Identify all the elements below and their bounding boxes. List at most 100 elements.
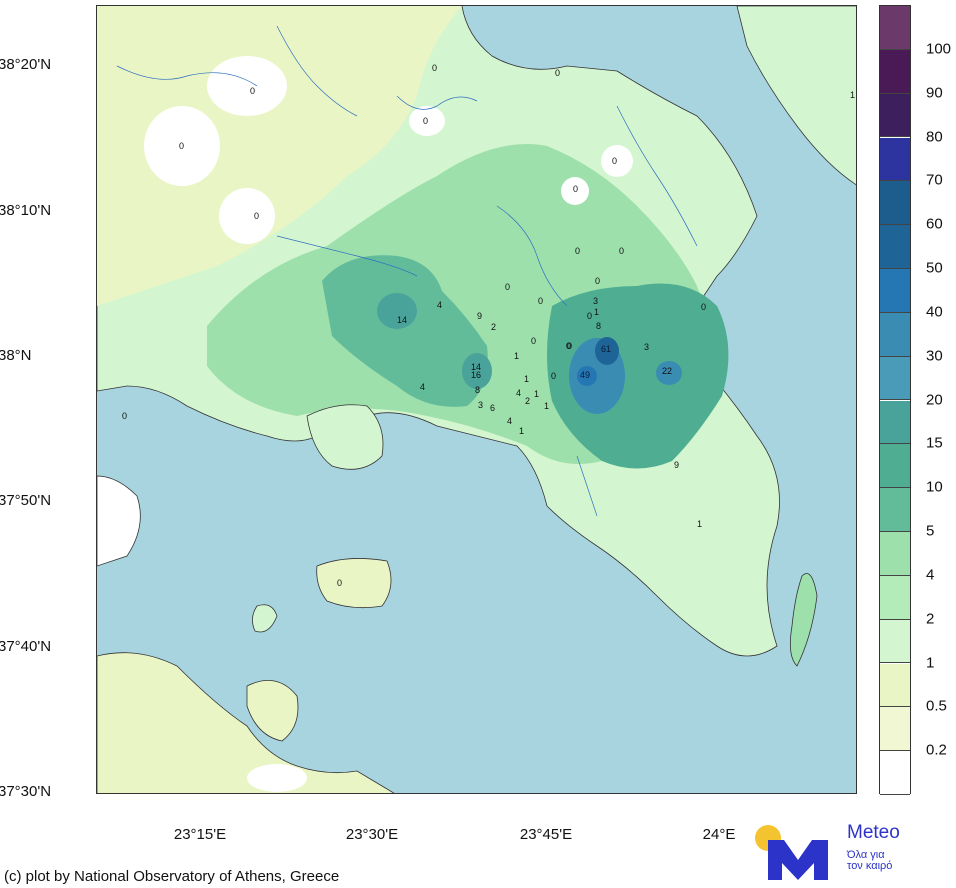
colorbar-label: 50: [926, 259, 943, 277]
station-value: 14: [471, 362, 482, 372]
island-salamina: [306, 404, 384, 470]
station-value: 0: [179, 141, 185, 151]
station-value: 0: [531, 336, 537, 346]
lat-label: 37°40'N: [0, 638, 52, 655]
colorbar-label: 30: [926, 347, 943, 365]
station-value: 0: [551, 371, 557, 381]
meteo-logo: Meteo Όλα για τον καιρό: [752, 818, 952, 880]
lat-label: 38°20'N: [0, 56, 52, 73]
station-value: 4: [420, 382, 426, 392]
station-value: 8: [475, 385, 481, 395]
station-value: 0: [505, 282, 511, 292]
logo-slogan: Όλα για τον καιρό: [847, 850, 907, 872]
zone-14-west: [377, 293, 417, 329]
station-value: 2: [525, 396, 531, 406]
land-west: [97, 475, 141, 567]
station-value: 49: [580, 370, 591, 380]
station-value: 0: [701, 302, 707, 312]
station-value: 8: [596, 321, 602, 331]
colorbar-swatch: [880, 532, 910, 576]
lon-label: 23°45'E: [519, 826, 573, 843]
island-aegina: [316, 558, 392, 609]
zero-spot: [601, 145, 633, 177]
map-canvas: [97, 6, 856, 793]
station-value: 3: [593, 296, 599, 306]
station-value: 0: [538, 296, 544, 306]
island-small: [252, 604, 278, 633]
lat-label: 38°10'N: [0, 202, 52, 219]
colorbar-label: 60: [926, 215, 943, 233]
station-value: 0: [612, 156, 618, 166]
zone-14-central: [462, 353, 492, 389]
logo-name: Meteo: [847, 822, 900, 843]
station-value: 0: [587, 311, 593, 321]
zero-spot: [409, 106, 445, 136]
colorbar-swatch: [880, 488, 910, 532]
station-value: 1: [850, 90, 856, 100]
lon-label: 23°30'E: [345, 826, 399, 843]
station-value: 0: [250, 86, 256, 96]
lat-label: 38°N: [0, 347, 32, 364]
colorbar-swatch: [880, 400, 910, 445]
colorbar-swatch: [880, 312, 910, 357]
station-value: 16: [471, 370, 482, 380]
zero-spot: [207, 56, 287, 116]
rainfall-map: 0 0 0 0 0 0 0 0 0 0 0 0 0 0 0 0 0 0 0 1 …: [96, 5, 857, 794]
lat-label: 37°30'N: [0, 783, 52, 800]
station-value: 0: [555, 68, 561, 78]
colorbar-swatch: [880, 6, 910, 50]
colorbar-label: 10: [926, 478, 943, 496]
colorbar-label: 40: [926, 303, 943, 321]
colorbar-swatch: [880, 619, 910, 664]
colorbar-swatch: [880, 225, 910, 269]
station-value: 0: [573, 184, 579, 194]
zero-spot: [561, 177, 589, 205]
land-sw: [97, 652, 395, 793]
zone-60: [595, 337, 619, 365]
zero-spot: [219, 188, 275, 244]
colorbar-label: 4: [926, 566, 935, 584]
island-poros: [246, 679, 299, 742]
station-value: 14: [397, 315, 408, 325]
rivers: [116, 25, 698, 517]
station-value: 4: [516, 388, 522, 398]
colorbar-swatch: [880, 181, 910, 226]
station-value: 9: [674, 460, 680, 470]
colorbar-swatch: [880, 751, 910, 795]
logo-slogan-line: τον καιρό: [847, 860, 893, 872]
colorbar-label: 1: [926, 654, 935, 671]
credit-text: (c) plot by National Observatory of Athe…: [4, 868, 340, 885]
colorbar-label: 80: [926, 128, 943, 145]
lat-label: 37°50'N: [0, 492, 52, 509]
station-value: 0: [566, 341, 572, 351]
station-value: 1: [519, 426, 525, 436]
land-euboea: [736, 6, 856, 186]
colorbar-label: 15: [926, 434, 943, 452]
station-labels: 0 0 0 0 0 0 0 0 0 0 0 0 0 0 0 0 0 0 0 1 …: [97, 6, 856, 793]
station-value: 0: [337, 578, 343, 588]
colorbar-label: 0.5: [926, 697, 947, 715]
colorbar-label: 5: [926, 522, 935, 540]
colorbar-swatch: [880, 137, 910, 182]
station-value: 0: [619, 246, 625, 256]
station-value: 4: [437, 300, 443, 310]
colorbar-swatch: [880, 356, 910, 401]
meteo-logo-mark: [755, 825, 828, 880]
lon-label: 24°E: [702, 826, 736, 843]
station-value: 1: [594, 307, 600, 317]
colorbar-label: 0.2: [926, 741, 947, 759]
colorbar-label: 100: [926, 40, 952, 58]
zone-5-10-west: [322, 255, 488, 407]
colorbar-swatch: [880, 575, 910, 620]
colorbar-swatch: [880, 49, 910, 94]
station-value: 0: [595, 276, 601, 286]
station-value: 1: [514, 351, 520, 361]
station-value: 61: [601, 344, 612, 354]
station-value: 0: [432, 63, 438, 73]
colorbar-label: 90: [926, 84, 943, 102]
station-value: 0: [423, 116, 429, 126]
zone-5-15-east: [547, 283, 729, 469]
zone-22: [656, 361, 682, 385]
station-value: 22: [662, 366, 673, 376]
station-value: 0: [122, 411, 128, 421]
